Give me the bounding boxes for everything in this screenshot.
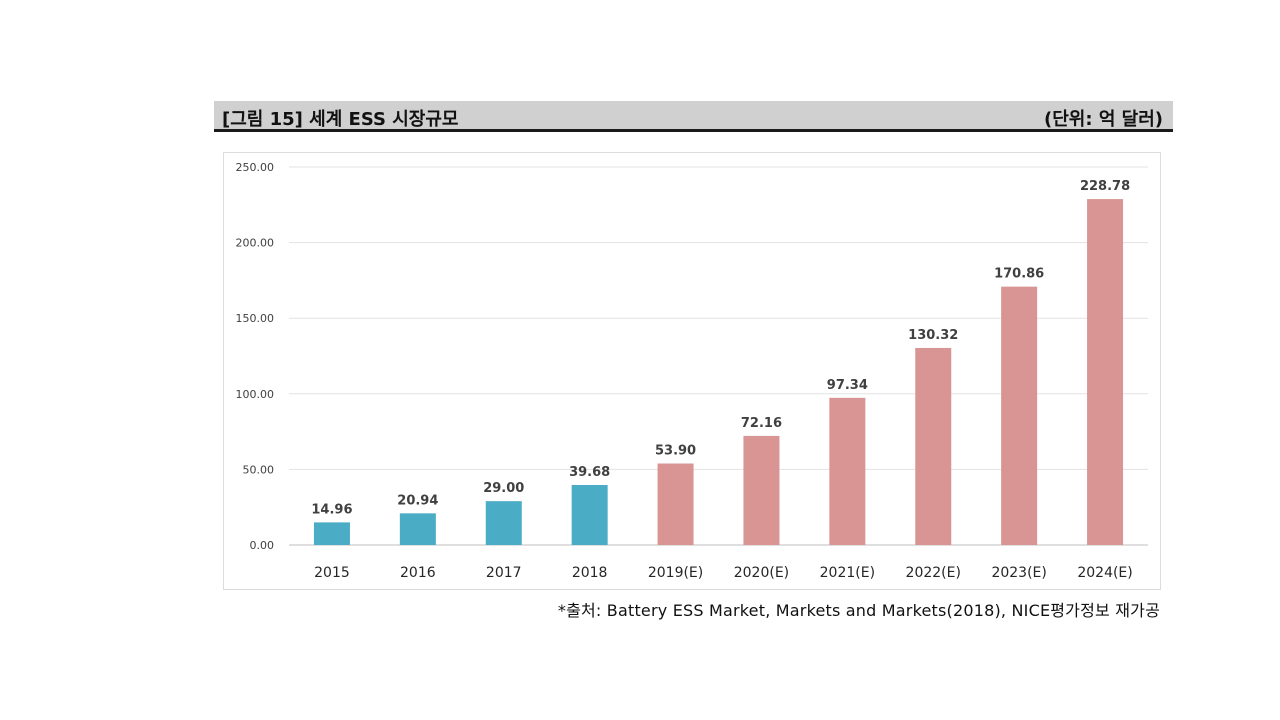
figure-header: [그림 15] 세계 ESS 시장규모 (단위: 억 달러): [214, 101, 1173, 132]
data-label: 72.16: [741, 416, 782, 431]
bar: [399, 513, 436, 545]
bar: [915, 347, 952, 545]
bar: [1001, 286, 1038, 545]
data-label: 39.68: [569, 465, 610, 480]
source-note: *출처: Battery ESS Market, Markets and Mar…: [557, 601, 1160, 620]
bar: [485, 501, 522, 545]
x-tick-label: 2019(E): [648, 565, 703, 581]
data-label: 53.90: [655, 444, 696, 459]
bar: [313, 522, 350, 545]
x-tick-label: 2018: [572, 565, 608, 581]
y-tick-label: 100.00: [236, 388, 275, 401]
data-label: 14.96: [311, 502, 352, 517]
data-label: 228.78: [1080, 179, 1130, 194]
bar: [571, 485, 608, 545]
y-tick-label: 50.00: [243, 463, 275, 476]
data-label: 130.32: [908, 328, 958, 343]
data-label: 29.00: [483, 481, 524, 496]
bar-chart: 0.00 50.00 100.00 150.00 200.00 250.00 14.96 20…: [236, 161, 1148, 581]
data-label: 97.34: [827, 378, 868, 393]
bar: [1087, 199, 1124, 545]
figure-title: [그림 15] 세계 ESS 시장규모: [222, 109, 459, 130]
figure-unit-label: (단위: 억 달러): [1044, 109, 1163, 130]
data-label: 20.94: [397, 493, 438, 508]
y-tick-label: 200.00: [236, 237, 275, 250]
y-tick-label: 0.00: [250, 539, 275, 552]
y-tick-label: 250.00: [236, 161, 275, 174]
x-tick-label: 2024(E): [1077, 565, 1132, 581]
x-tick-label: 2022(E): [906, 565, 961, 581]
chart-area: 0.00 50.00 100.00 150.00 200.00 250.00 14.96 20…: [223, 152, 1161, 590]
x-tick-label: 2017: [486, 565, 522, 581]
bar: [743, 435, 780, 545]
x-tick-label: 2016: [400, 565, 436, 581]
x-tick-label: 2015: [314, 565, 350, 581]
x-tick-label: 2023(E): [991, 565, 1046, 581]
x-tick-label: 2021(E): [820, 565, 875, 581]
bar: [657, 463, 694, 545]
bar: [829, 397, 866, 545]
data-label: 170.86: [994, 267, 1044, 282]
x-tick-label: 2020(E): [734, 565, 789, 581]
y-tick-label: 150.00: [236, 312, 275, 325]
